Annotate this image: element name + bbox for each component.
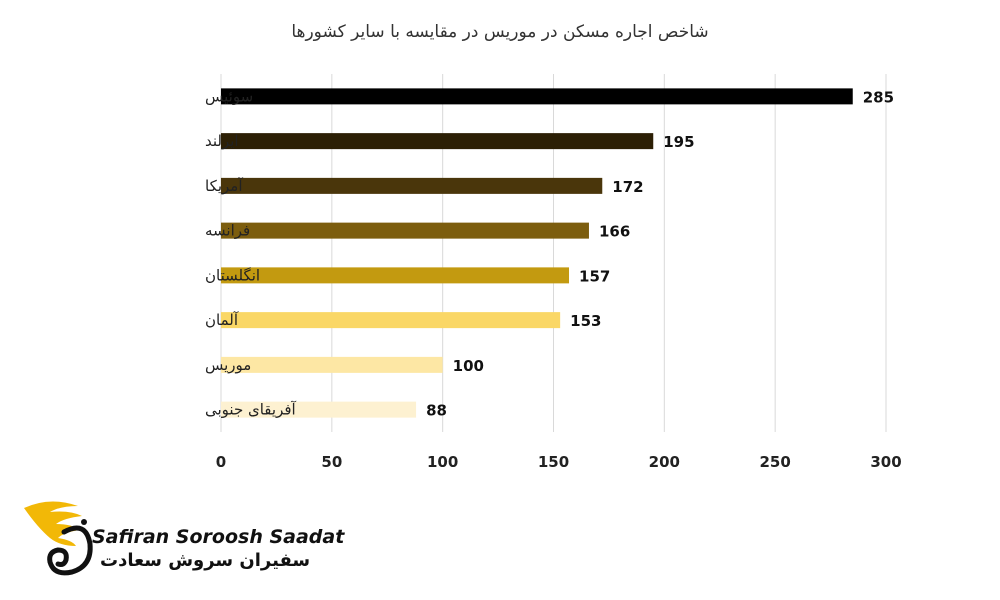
bar <box>221 356 443 373</box>
category-label: انگلستان <box>205 266 260 284</box>
data-label: 88 <box>426 402 447 420</box>
brand-logo: Safiran Soroosh Saadat سفیران سروش سعادت <box>20 492 344 582</box>
category-label: ایرلند <box>205 132 239 150</box>
data-label: 285 <box>863 88 894 106</box>
x-tick-label: 300 <box>870 453 901 471</box>
x-tick-label: 100 <box>427 453 458 471</box>
data-label: 153 <box>570 312 601 330</box>
category-label: آفریقای جنوبی <box>205 401 297 419</box>
x-tick-label: 200 <box>649 453 680 471</box>
category-label: آمریکا <box>205 177 243 195</box>
bird-logo-icon <box>24 501 93 576</box>
data-label: 157 <box>579 267 610 285</box>
brand-name-en: Safiran Soroosh Saadat <box>92 526 345 548</box>
data-label: 166 <box>599 223 630 241</box>
data-label: 195 <box>663 133 694 151</box>
brand-name-fa: سفیران سروش سعادت <box>100 550 311 571</box>
category-label: موریس <box>205 356 251 374</box>
category-label: سوئیس <box>205 87 253 105</box>
bar <box>221 267 570 284</box>
chart-title: شاخص اجاره مسکن در موریس در مقایسه با سا… <box>291 22 709 42</box>
x-tick-label: 0 <box>216 453 226 471</box>
bar <box>221 88 853 105</box>
category-label: آلمان <box>205 311 239 329</box>
bar <box>221 133 654 150</box>
bar <box>221 177 603 194</box>
bar <box>221 401 417 418</box>
data-label: 100 <box>453 357 484 375</box>
x-tick-label: 50 <box>321 453 342 471</box>
bar <box>221 312 561 329</box>
x-tick-label: 250 <box>760 453 791 471</box>
bar <box>221 222 589 239</box>
data-label: 172 <box>612 178 643 196</box>
x-tick-label: 150 <box>538 453 569 471</box>
category-label: فرانسه <box>205 222 250 240</box>
